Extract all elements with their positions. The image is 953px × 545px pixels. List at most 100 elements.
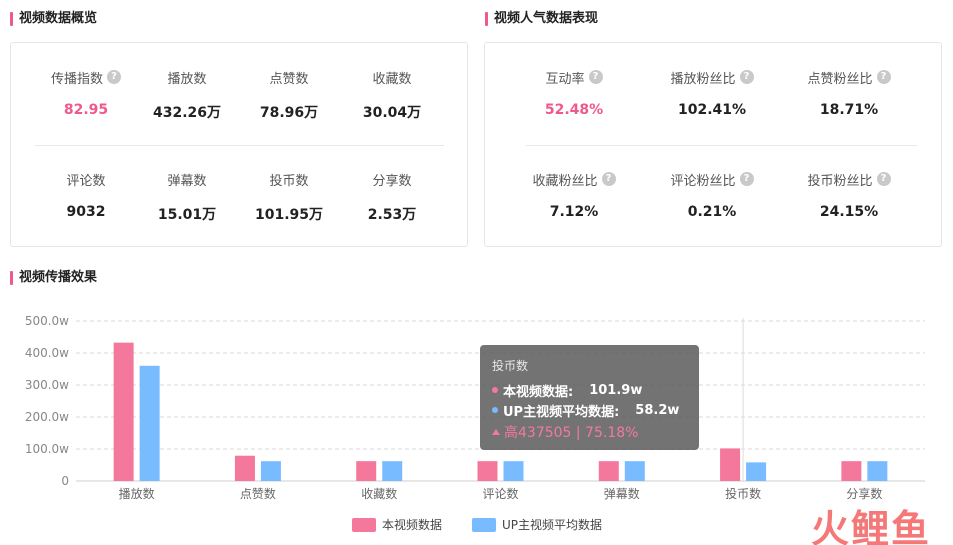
help-icon[interactable]: ?	[876, 172, 891, 186]
bar-up-average	[624, 461, 645, 481]
popularity-divider	[526, 145, 917, 146]
popularity-stat-value: 52.48%	[544, 102, 604, 118]
overview-stat-label-row: 传播指数?	[16, 68, 156, 87]
tooltip-dot-blue	[492, 407, 498, 413]
help-icon[interactable]: ?	[107, 70, 121, 84]
help-icon[interactable]: ?	[739, 70, 754, 84]
tooltip-value-this-video: 101.9w	[589, 382, 643, 398]
chart-tooltip: 投币数 本视频数据: 101.9w UP主视频平均数据: 58.2w 高4375…	[480, 345, 699, 450]
overview-stat-label: 播放数	[167, 71, 207, 87]
overview-stat-value: 101.95万	[254, 207, 324, 223]
overview-stat-label: 评论数	[66, 173, 106, 189]
overview-stat-label: 传播指数	[50, 71, 103, 87]
overview-stat: 弹幕数 15.01万	[117, 170, 257, 224]
overview-stat-value: 78.96万	[259, 105, 319, 121]
triangle-up-icon	[492, 429, 500, 435]
legend-swatch-pink	[352, 517, 376, 532]
overview-stat-label: 点赞数	[269, 71, 309, 87]
x-tick-label: 播放数	[119, 486, 155, 501]
popularity-stat-label: 投币粉丝比	[807, 173, 873, 189]
overview-card	[10, 42, 468, 247]
popularity-stat: 互动率? 52.48%	[504, 68, 644, 118]
overview-stat: 投币数 101.95万	[219, 170, 359, 224]
overview-stat-label-row: 收藏数	[322, 68, 462, 87]
overview-stat: 传播指数? 82.95	[16, 68, 156, 118]
overview-stat-label-row: 弹幕数	[117, 170, 257, 189]
popularity-stat-label: 互动率	[545, 71, 585, 87]
tooltip-high-text: 高437505 | 75.18%	[504, 425, 639, 441]
overview-stat-label: 投币数	[269, 173, 309, 189]
x-tick-label: 弹幕数	[604, 486, 640, 501]
tooltip-value-up-average: 58.2w	[635, 402, 680, 418]
legend-label-this-video: 本视频数据	[382, 518, 443, 532]
overview-stat-value: 30.04万	[362, 105, 422, 121]
tooltip-dot-pink	[492, 387, 498, 393]
tooltip-category: 投币数	[492, 359, 529, 373]
popularity-stat-label: 点赞粉丝比	[807, 71, 873, 87]
bar-this-video	[720, 448, 741, 481]
tooltip-label-this-video: 本视频数据:	[503, 384, 574, 400]
overview-divider	[35, 145, 444, 146]
popularity-stat-label-row: 投币粉丝比?	[779, 170, 919, 189]
popularity-stat-label-row: 收藏粉丝比?	[504, 170, 644, 189]
bar-up-average	[503, 461, 524, 481]
y-tick-label: 200.0w	[25, 410, 69, 424]
help-icon[interactable]: ?	[876, 70, 891, 84]
popularity-stat-label: 收藏粉丝比	[532, 173, 598, 189]
overview-stat-value: 9032	[66, 204, 106, 220]
popularity-stat-value: 102.41%	[677, 102, 747, 118]
popularity-stat-value: 18.71%	[819, 102, 879, 118]
bar-up-average	[260, 461, 281, 481]
tooltip-row-this-video: 本视频数据: 101.9w	[492, 380, 687, 400]
help-icon[interactable]: ?	[739, 172, 754, 186]
spread-bar-chart: 0 100.0w 200.0w 300.0w 400.0w 500.0w 播放数 点赞数 收藏数…	[25, 314, 925, 501]
popularity-stat-label: 评论粉丝比	[670, 173, 736, 189]
bar-this-video	[598, 461, 619, 481]
y-tick-label: 300.0w	[25, 378, 69, 392]
overview-stat-label: 收藏数	[372, 71, 412, 87]
overview-stat-label-row: 投币数	[219, 170, 359, 189]
watermark-logo: 火鲤鱼	[810, 507, 931, 545]
overview-stat: 分享数 2.53万	[322, 170, 462, 224]
x-tick-label: 分享数	[846, 486, 882, 501]
popularity-stat: 收藏粉丝比? 7.12%	[504, 170, 644, 220]
legend-item-up-average[interactable]: UP主视频平均数据	[472, 516, 602, 533]
overview-stat: 点赞数 78.96万	[219, 68, 359, 122]
overview-stat-label: 分享数	[372, 173, 412, 189]
bar-this-video	[113, 342, 134, 481]
overview-stat: 评论数 9032	[16, 170, 156, 221]
popularity-stat-value: 24.15%	[819, 204, 879, 220]
y-tick-label: 400.0w	[25, 346, 69, 360]
spread-title: 视频传播效果	[10, 270, 97, 286]
popularity-stat: 点赞粉丝比? 18.71%	[779, 68, 919, 118]
tooltip-row-up-average: UP主视频平均数据: 58.2w	[492, 400, 687, 420]
bar-this-video	[841, 461, 862, 481]
help-icon[interactable]: ?	[588, 70, 603, 84]
bar-this-video	[477, 461, 498, 481]
popularity-stat: 评论粉丝比? 0.21%	[642, 170, 782, 220]
popularity-stat-label-row: 评论粉丝比?	[642, 170, 782, 189]
overview-stat-label: 弹幕数	[167, 173, 207, 189]
x-tick-label: 投币数	[725, 486, 761, 501]
legend-swatch-blue	[472, 517, 497, 532]
bar-up-average	[867, 461, 888, 481]
bar-up-average	[746, 462, 767, 481]
legend-label-up-average: UP主视频平均数据	[502, 518, 603, 532]
overview-stat-value: 432.26万	[152, 105, 222, 121]
y-tick-label: 0	[61, 474, 69, 488]
popularity-stat-label: 播放粉丝比	[670, 71, 736, 87]
popularity-stat-value: 7.12%	[549, 204, 599, 220]
bar-this-video	[356, 461, 377, 481]
y-tick-label: 100.0w	[25, 442, 69, 456]
help-icon[interactable]: ?	[601, 172, 616, 186]
popularity-stat-label-row: 互动率?	[504, 68, 644, 87]
popularity-stat-label-row: 点赞粉丝比?	[779, 68, 919, 87]
popularity-title: 视频人气数据表现	[485, 11, 598, 27]
overview-stat-label-row: 点赞数	[219, 68, 359, 87]
popularity-stat: 播放粉丝比? 102.41%	[642, 68, 782, 118]
y-tick-label: 500.0w	[25, 314, 69, 328]
bar-up-average	[382, 461, 403, 481]
overview-stat-label-row: 评论数	[16, 170, 156, 189]
x-tick-label: 评论数	[482, 486, 518, 501]
legend-item-this-video[interactable]: 本视频数据	[352, 516, 442, 533]
